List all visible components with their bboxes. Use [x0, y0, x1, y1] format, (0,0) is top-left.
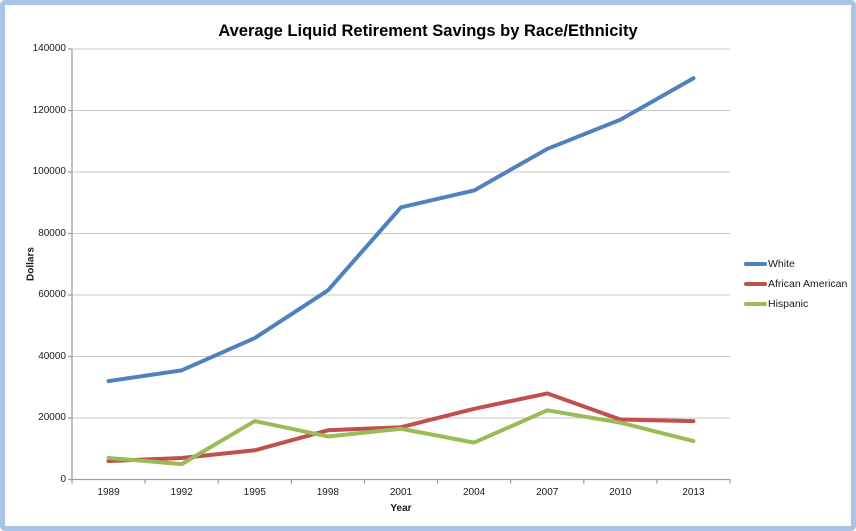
legend-label: African American: [768, 278, 848, 290]
y-tick-label: 40000: [38, 350, 66, 362]
y-tick-label: 100000: [32, 166, 66, 177]
y-tick-label: 0: [60, 473, 66, 485]
y-tick-label: 140000: [32, 43, 66, 54]
legend-item-african-american: African American: [744, 278, 847, 290]
y-tick-label: 120000: [32, 104, 66, 116]
y-tick-label: 60000: [38, 289, 66, 300]
x-tick-label: 1989: [97, 487, 120, 498]
legend-item-hispanic: Hispanic: [744, 298, 847, 310]
y-tick-label: 80000: [38, 227, 66, 239]
x-tick-label: 1992: [170, 487, 193, 498]
x-tick-label: 2001: [389, 487, 413, 498]
legend-item-white: White: [744, 258, 847, 270]
legend: White African American Hispanic: [744, 258, 847, 310]
legend-swatch-line-icon: [744, 302, 767, 306]
legend-label: Hispanic: [768, 298, 809, 310]
x-tick-label: 2007: [536, 487, 559, 498]
x-tick-label: 1998: [316, 487, 339, 498]
x-tick-label: 2004: [462, 487, 486, 498]
chart-title: Average Liquid Retirement Savings by Rac…: [218, 22, 638, 41]
y-axis-title: Dollars: [25, 247, 37, 281]
legend-label: White: [768, 258, 795, 270]
legend-swatch-line-icon: [744, 282, 767, 286]
x-axis-title: Year: [390, 503, 412, 514]
legend-swatch-line-icon: [744, 262, 767, 266]
x-tick-label: 1995: [243, 487, 266, 498]
x-tick-label: 2010: [609, 487, 632, 498]
y-tick-label: 20000: [38, 412, 66, 423]
x-tick-label: 2013: [682, 487, 705, 498]
